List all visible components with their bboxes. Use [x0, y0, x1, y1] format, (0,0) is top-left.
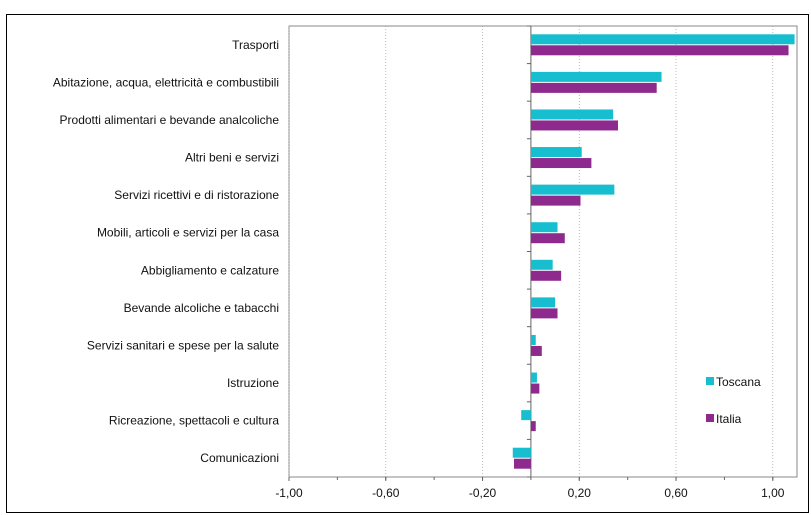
- x-tick-label: -1,00: [275, 486, 303, 500]
- bar-italia: [513, 458, 531, 469]
- category-label: Ricreazione, spettacoli e cultura: [109, 414, 279, 428]
- category-label: Comunicazioni: [200, 451, 279, 465]
- plot-area: [288, 25, 798, 478]
- x-tick-label: -0,20: [469, 486, 497, 500]
- bar-italia: [530, 158, 592, 169]
- bar-italia: [530, 82, 657, 93]
- bar-italia: [530, 45, 789, 56]
- legend-label-toscana: Toscana: [716, 375, 761, 389]
- bar-toscana: [530, 259, 553, 270]
- category-label: Abbigliamento e calzature: [141, 263, 279, 277]
- bar-italia: [530, 345, 542, 356]
- bar-italia: [530, 195, 581, 206]
- x-tick-label: 1,00: [761, 486, 785, 500]
- legend-swatch-toscana: [706, 377, 714, 385]
- bar-toscana: [530, 297, 556, 308]
- bar-toscana: [530, 71, 662, 82]
- chart-frame: [6, 14, 809, 513]
- category-label: Altri beni e servizi: [185, 151, 279, 165]
- bar-toscana: [521, 410, 531, 421]
- category-label: Istruzione: [227, 376, 279, 390]
- category-label: Trasporti: [232, 38, 279, 52]
- bar-toscana: [530, 372, 537, 383]
- x-tick-label: 0,20: [568, 486, 592, 500]
- bar-italia: [530, 421, 536, 432]
- x-tick-label: 0,60: [664, 486, 688, 500]
- bar-italia: [530, 270, 562, 281]
- bar-italia: [530, 383, 540, 394]
- category-label: Abitazione, acqua, elettricità e combust…: [53, 75, 279, 89]
- bar-toscana: [530, 109, 614, 120]
- bar-toscana: [530, 34, 795, 45]
- category-label: Servizi sanitari e spese per la salute: [87, 338, 279, 352]
- bar-toscana: [530, 334, 536, 345]
- bar-italia: [530, 233, 565, 244]
- category-label: Bevande alcoliche e tabacchi: [124, 301, 279, 315]
- legend-swatch-italia: [706, 414, 714, 422]
- bar-italia: [530, 308, 558, 319]
- category-label: Mobili, articoli e servizi per la casa: [97, 226, 279, 240]
- category-label: Servizi ricettivi e di ristorazione: [114, 188, 279, 202]
- bar-italia: [530, 120, 618, 131]
- bar-toscana: [530, 147, 582, 158]
- x-tick-label: -0,60: [372, 486, 400, 500]
- bar-toscana: [530, 184, 615, 195]
- category-label: Prodotti alimentari e bevande analcolich…: [60, 113, 280, 127]
- bar-toscana: [512, 447, 531, 458]
- legend-label-italia: Italia: [716, 412, 742, 426]
- bar-toscana: [530, 222, 558, 233]
